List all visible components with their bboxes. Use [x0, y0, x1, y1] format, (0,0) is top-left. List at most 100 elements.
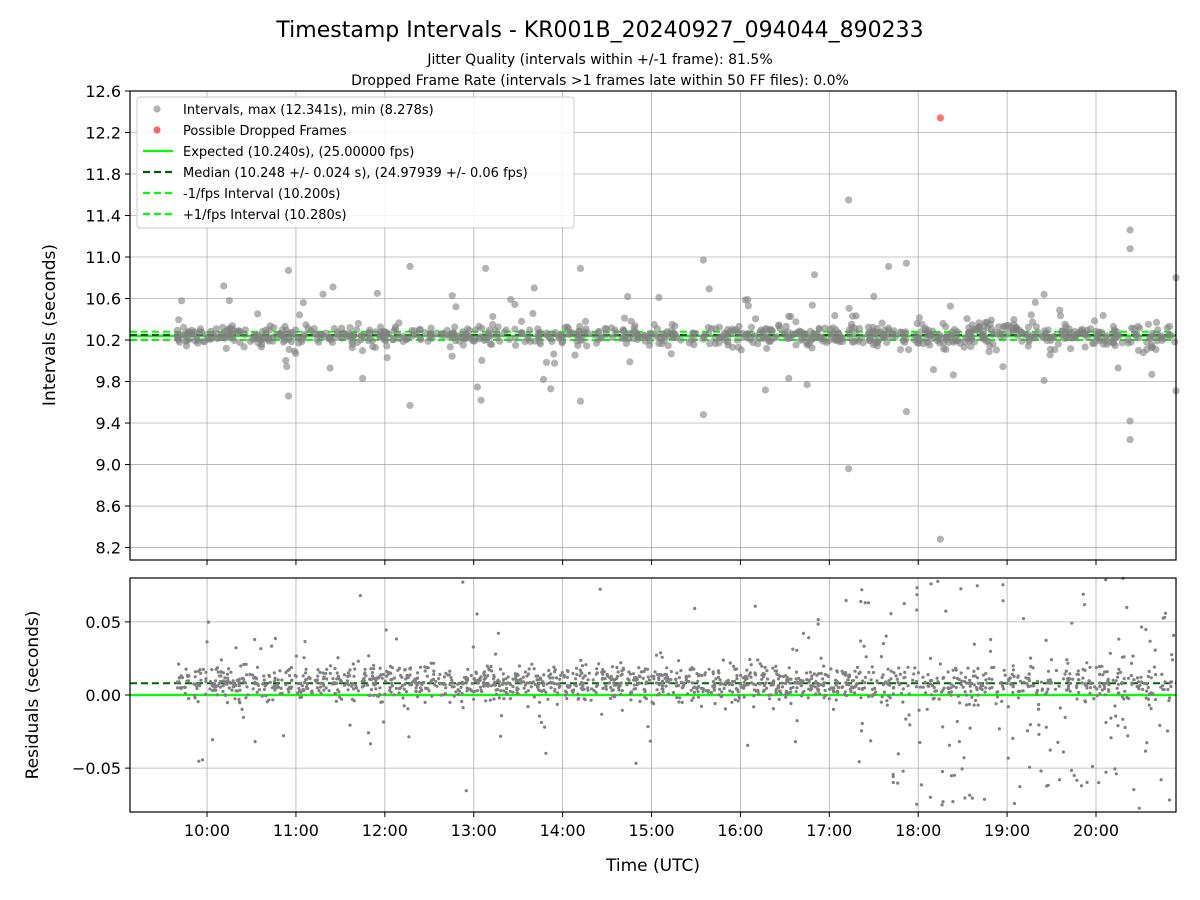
- residual-point: [1137, 806, 1141, 810]
- residual-point: [1002, 668, 1006, 672]
- residual-point: [609, 696, 613, 701]
- residual-point: [461, 706, 465, 710]
- residual-point: [897, 666, 901, 670]
- residual-point: [531, 680, 535, 684]
- residual-point: [937, 697, 941, 701]
- residual-point: [1001, 599, 1005, 603]
- residual-point: [882, 642, 886, 646]
- residual-point: [926, 673, 930, 677]
- residual-point: [595, 683, 600, 687]
- residual-point: [536, 683, 540, 688]
- legend-label: Possible Dropped Frames: [183, 124, 347, 139]
- interval-point: [602, 331, 610, 339]
- interval-point: [1054, 340, 1062, 348]
- residual-point: [591, 678, 595, 682]
- residual-point: [765, 669, 769, 673]
- residual-point: [677, 700, 681, 704]
- residual-point: [835, 670, 840, 674]
- residual-point: [862, 644, 866, 648]
- residual-point: [193, 675, 197, 679]
- residual-point: [1161, 616, 1165, 620]
- residual-point: [717, 671, 721, 675]
- residual-point: [743, 684, 747, 688]
- interval-outlier-point: [359, 374, 367, 382]
- residual-point: [539, 677, 543, 681]
- residual-point: [794, 677, 798, 681]
- residual-point: [989, 637, 993, 642]
- residual-point: [863, 601, 867, 605]
- residual-point: [857, 671, 861, 676]
- interval-point: [557, 331, 565, 339]
- residual-point: [677, 676, 682, 680]
- residual-point: [400, 684, 405, 688]
- residual-point: [242, 679, 246, 684]
- interval-point: [734, 343, 743, 351]
- residual-point: [237, 697, 241, 701]
- residual-point: [836, 680, 840, 684]
- residual-point: [210, 738, 215, 742]
- residual-point: [305, 682, 309, 686]
- residual-point: [226, 676, 230, 680]
- interval-point: [489, 320, 497, 328]
- residual-point: [466, 667, 470, 672]
- residual-point: [261, 682, 265, 686]
- residual-point: [438, 682, 442, 686]
- interval-point: [1090, 317, 1099, 325]
- residual-point: [736, 688, 740, 692]
- residual-point: [425, 666, 429, 670]
- interval-point: [784, 335, 792, 343]
- residual-point: [273, 688, 277, 692]
- residual-point: [634, 761, 638, 765]
- interval-point: [985, 348, 993, 356]
- residual-point: [571, 690, 575, 694]
- interval-point: [565, 328, 574, 337]
- residual-point: [448, 682, 452, 687]
- residual-point: [1028, 684, 1032, 688]
- interval-point: [446, 343, 454, 351]
- residual-point: [560, 671, 564, 675]
- residual-point: [576, 692, 580, 696]
- interval-point: [488, 340, 496, 349]
- intervals-y-tick-label: 10.2: [85, 331, 121, 350]
- residual-point: [1085, 661, 1089, 665]
- residual-point: [801, 679, 805, 683]
- residual-point: [904, 717, 908, 721]
- interval-point: [581, 317, 590, 325]
- residual-point: [766, 677, 770, 681]
- residual-point: [860, 588, 864, 592]
- residual-point: [383, 692, 387, 696]
- interval-point: [258, 327, 267, 335]
- residual-point: [1130, 682, 1134, 686]
- residual-point: [394, 686, 398, 691]
- residual-point: [707, 667, 711, 671]
- residual-point: [225, 680, 229, 684]
- residual-point: [941, 676, 945, 681]
- interval-point: [677, 336, 685, 344]
- interval-point: [748, 330, 756, 338]
- interval-outlier-point: [1040, 290, 1048, 298]
- residual-point: [807, 636, 811, 640]
- residual-point: [888, 683, 892, 687]
- residual-point: [1119, 670, 1123, 674]
- residual-point: [746, 683, 750, 687]
- residual-point: [197, 759, 201, 763]
- residual-point: [889, 677, 893, 681]
- residual-point: [552, 665, 556, 669]
- interval-outlier-point: [576, 397, 585, 405]
- interval-point: [1056, 306, 1064, 314]
- residual-point: [306, 687, 310, 691]
- residual-point: [859, 639, 863, 643]
- residual-point: [891, 692, 896, 696]
- residual-point: [204, 677, 208, 681]
- residual-point: [695, 687, 699, 691]
- residual-point: [1076, 672, 1080, 677]
- residual-point: [813, 685, 817, 689]
- interval-point: [1113, 332, 1122, 340]
- residual-point: [994, 702, 998, 706]
- residual-point: [831, 707, 836, 712]
- residual-point: [372, 663, 376, 667]
- residual-point: [273, 636, 277, 641]
- residual-point: [328, 664, 333, 668]
- residual-point: [866, 601, 871, 605]
- residual-point: [835, 689, 840, 693]
